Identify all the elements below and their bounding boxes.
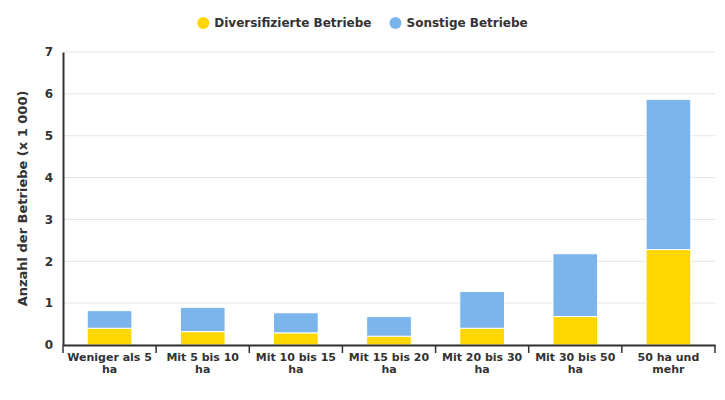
grid [63,52,715,345]
grid-line [63,135,715,136]
grid-line [63,219,715,220]
axis-line [63,53,65,346]
separator [155,345,157,353]
separator [714,345,716,353]
bars [87,99,691,345]
series [87,250,691,345]
tick-label: 7 [45,45,53,59]
tick: Mit 10 bis 15ha [256,345,336,376]
tick: 3 [45,213,63,227]
bar [274,333,319,345]
legend-symbol [197,17,209,29]
chart: 0 1 2 3 4 5 6 7 Weniger als 5ha Mit 5 bis 10ha Mit… [0,0,725,400]
separator [621,345,623,353]
tick-label: Mit 5 bis 10ha [166,351,239,377]
tick-label: Mit 30 bis 50ha [535,351,616,377]
tick-label: Mit 10 bis 15ha [256,351,336,377]
tick-label: Mit 15 bis 20ha [349,351,430,377]
legend-label: Diversifizierte Betriebe [214,16,371,30]
grid-line [63,345,715,346]
tick: Mit 20 bis 30ha [442,345,523,376]
bar [553,317,598,345]
axis-line [64,345,716,347]
grid-line [63,177,715,178]
bar [553,254,598,317]
grid-line [63,52,715,53]
tick-label: 3 [45,213,53,227]
series [87,99,691,336]
tick-label: 2 [45,255,53,269]
tick: 1 [45,296,63,310]
bar [460,328,505,345]
y-axis: 0 1 2 3 4 5 6 7 [45,45,64,352]
tick: Mit 5 bis 10ha [166,345,239,376]
y-axis-title: Anzahl der Betriebe (x 1 000) [15,91,30,307]
bar [367,336,412,345]
tick-label: Weniger als 5ha [67,351,152,377]
x-axis: Weniger als 5ha Mit 5 bis 10ha Mit 10 bis … [63,345,716,376]
tick: Weniger als 5ha [67,345,152,376]
legend-label: Sonstige Betriebe [406,16,527,30]
separator [342,345,344,353]
bar [646,99,691,249]
legend: Diversifizierte Betriebe Sonstige Betrieb… [197,16,527,30]
tick: 2 [45,255,63,269]
tick: 0 [45,338,63,352]
grid-line [63,303,715,304]
tick: Mit 30 bis 50ha [535,345,616,376]
separator [249,345,251,353]
bar [460,291,505,328]
legend-symbol [389,17,401,29]
category-separators [63,345,715,353]
tick: 6 [45,87,63,101]
bar [367,317,412,337]
bar [87,328,132,345]
separator [62,345,64,353]
bar [646,250,691,345]
bar [180,332,225,345]
plot: 0 1 2 3 4 5 6 7 Weniger als 5ha Mit 5 bis 10ha Mit… [45,45,716,376]
tick-label: 6 [45,87,53,101]
tick: 4 [45,171,63,185]
tick-label: 5 [45,129,53,143]
legend-item: Diversifizierte Betriebe [197,16,371,30]
bar [274,313,319,333]
tick-label: 0 [45,338,53,352]
legend-item: Sonstige Betriebe [389,16,527,30]
tick: 7 [45,45,63,59]
tick: Mit 15 bis 20ha [349,345,430,376]
separator [435,345,437,353]
tick: 50 ha undmehr [638,345,700,376]
tick-label: 4 [45,171,53,185]
bar [180,307,225,331]
grid-line [63,93,715,94]
tick-label: Mit 20 bis 30ha [442,351,523,377]
tick-label: 1 [45,296,53,310]
tick: 5 [45,129,63,143]
grid-line [63,261,715,262]
tick-label: 50 ha undmehr [638,351,700,377]
separator [528,345,530,353]
bar [87,311,132,329]
